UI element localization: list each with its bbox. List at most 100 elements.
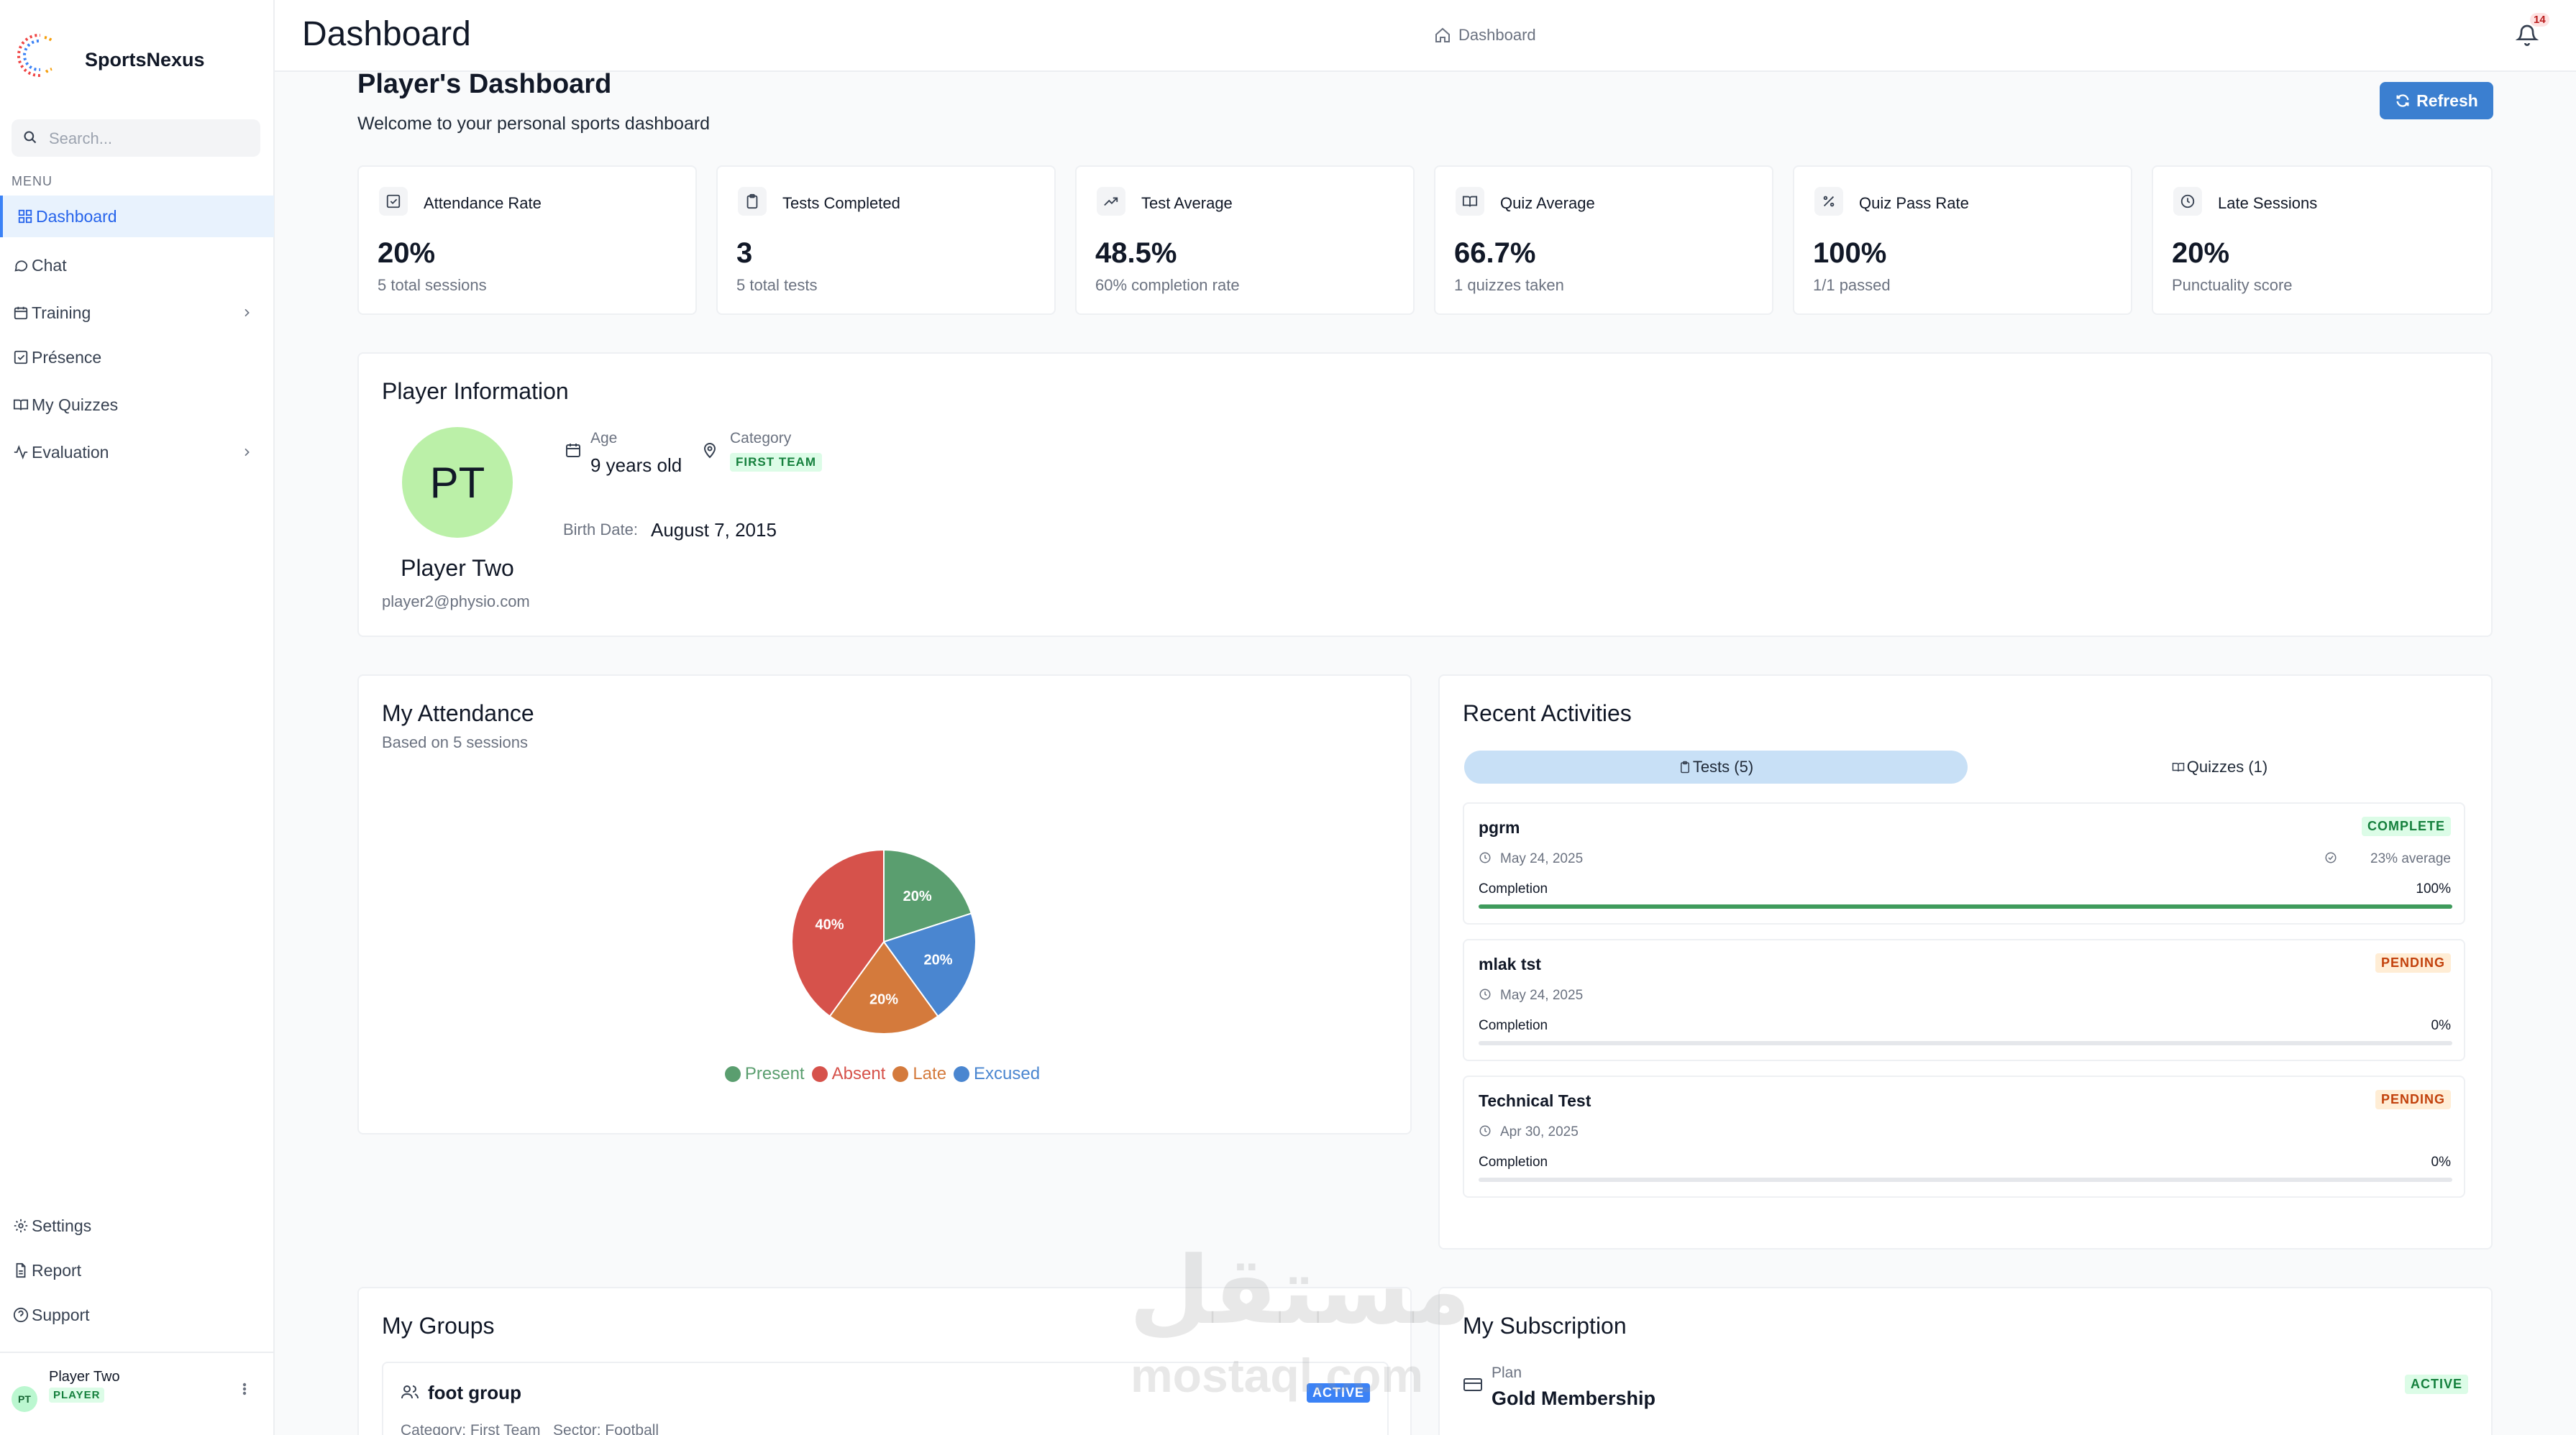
file-icon [13, 1262, 32, 1278]
stat-title: Test Average [1141, 194, 1233, 212]
nav-report[interactable]: Report [0, 1250, 274, 1291]
calendar-icon [13, 305, 32, 321]
plan-label: Plan [1492, 1365, 1522, 1381]
activity-date: May 24, 2025 [1500, 988, 1584, 1003]
user-role-badge: PLAYER [49, 1388, 105, 1403]
birth-date-value: August 7, 2015 [651, 519, 777, 541]
pie-slice-absent[interactable] [791, 848, 885, 1017]
stat-card-test-average: Test Average 48.5% 60% completion rate [1075, 165, 1415, 315]
watermark-latin: mostaql.com [1131, 1349, 1424, 1402]
activity-name: pgrm [1479, 818, 1520, 837]
legend-label: Late [913, 1064, 947, 1083]
nav-presence[interactable]: Présence [0, 336, 274, 378]
stat-title: Tests Completed [782, 194, 900, 212]
stat-subtext: 60% completion rate [1095, 276, 1240, 294]
age-label: Age [590, 430, 618, 446]
pie-slice-label: 40% [816, 917, 844, 932]
refresh-button[interactable]: Refresh [2380, 82, 2493, 119]
nav-support[interactable]: Support [0, 1294, 274, 1336]
group-item[interactable]: foot group ACTIVE Category: First Team S… [382, 1362, 1389, 1435]
attendance-card: My Attendance Based on 5 sessions 20% 20%… [357, 674, 1412, 1134]
nav-label: Présence [32, 347, 102, 367]
user-profile[interactable]: PT Player Two PLAYER [0, 1352, 274, 1435]
grid-icon [17, 208, 36, 224]
search-box[interactable]: Search... [12, 119, 260, 157]
legend-item-excused[interactable]: Excused [954, 1064, 1040, 1084]
tab-tests[interactable]: Tests (5) [1464, 751, 1968, 784]
my-subscription-card: My Subscription Plan Gold Membership ACT… [1438, 1287, 2493, 1435]
completion-progress-bar [1479, 1178, 2452, 1182]
nav-label: Settings [32, 1216, 92, 1235]
chat-icon [13, 257, 32, 273]
group-name: foot group [428, 1382, 521, 1403]
stat-card-quiz-pass-rate: Quiz Pass Rate 100% 1/1 passed [1793, 165, 2132, 315]
completion-label: Completion [1479, 881, 1548, 897]
legend-swatch [954, 1066, 970, 1082]
legend-item-present[interactable]: Present [724, 1064, 805, 1084]
status-badge: COMPLETE [2361, 817, 2451, 836]
nav-label: Evaluation [32, 442, 109, 462]
activity-item[interactable]: pgrm COMPLETE May 24, 2025 23% average C… [1463, 802, 2465, 925]
nav-label: Training [32, 303, 91, 322]
activity-item[interactable]: mlak tst PENDING May 24, 2025 Completion… [1463, 939, 2465, 1061]
chart-legend: Present Absent Late Excused [359, 1064, 1413, 1086]
tab-quizzes[interactable]: Quizzes (1) [1968, 751, 2471, 784]
user-name: Player Two [49, 1369, 120, 1385]
watermark-arabic: مستقل [1129, 1236, 1471, 1345]
section-title: My Groups [382, 1313, 495, 1339]
clock-icon [1479, 988, 1492, 1001]
stat-value: 20% [378, 237, 436, 269]
breadcrumb-item[interactable]: Dashboard [1458, 26, 1536, 44]
credit-card-icon [1463, 1376, 1483, 1393]
nav-training[interactable]: Training [0, 292, 274, 334]
book-icon [2171, 761, 2186, 774]
bell-icon[interactable] [2516, 22, 2539, 47]
clipboard-icon [1678, 761, 1691, 774]
category-label: Category [730, 430, 792, 446]
birth-date-label: Birth Date: [563, 521, 638, 538]
chevron-right-icon [241, 446, 255, 459]
pie-slice-excused[interactable] [882, 912, 977, 1017]
completion-progress-bar [1479, 904, 2452, 909]
activity-item[interactable]: Technical Test PENDING Apr 30, 2025 Comp… [1463, 1076, 2465, 1198]
check-square-icon [379, 187, 408, 216]
activity-average: 23% average [2370, 851, 2451, 866]
stat-card-tests-completed: Tests Completed 3 5 total tests [716, 165, 1056, 315]
check-circle-icon [2324, 851, 2337, 864]
completion-label: Completion [1479, 1155, 1548, 1170]
pie-slice-late[interactable] [828, 940, 939, 1035]
stat-title: Late Sessions [2218, 194, 2318, 212]
clock-icon [1479, 851, 1492, 864]
pie-slice-label: 20% [903, 889, 932, 904]
stat-subtext: 5 total sessions [378, 276, 487, 294]
stat-value: 20% [2172, 237, 2230, 269]
nav-dashboard[interactable]: Dashboard [0, 196, 274, 237]
legend-swatch [892, 1066, 909, 1082]
legend-item-late[interactable]: Late [892, 1064, 946, 1084]
nav-my-quizzes[interactable]: My Quizzes [0, 384, 274, 426]
plan-value: Gold Membership [1492, 1388, 1656, 1409]
status-badge: ACTIVE [1306, 1383, 1370, 1403]
stat-subtext: Punctuality score [2172, 276, 2293, 294]
map-pin-icon [701, 441, 718, 459]
status-badge: ACTIVE [2404, 1375, 2468, 1394]
completion-progress-bar [1479, 1041, 2452, 1045]
completion-value: 100% [2416, 881, 2451, 897]
nav-evaluation[interactable]: Evaluation [0, 431, 274, 473]
legend-swatch [724, 1066, 741, 1082]
more-vertical-icon[interactable] [239, 1379, 250, 1399]
nav-chat[interactable]: Chat [0, 244, 274, 286]
top-header: Dashboard Dashboard 14 [275, 0, 2576, 72]
stat-subtext: 5 total tests [736, 276, 818, 294]
completion-value: 0% [2431, 1155, 2451, 1170]
stat-value: 100% [1813, 237, 1887, 269]
legend-item-absent[interactable]: Absent [811, 1064, 885, 1084]
clipboard-icon [738, 187, 767, 216]
status-badge: PENDING [2375, 1090, 2451, 1109]
pie-slice-present[interactable] [883, 848, 972, 943]
users-icon [401, 1383, 419, 1400]
search-input[interactable]: Search... [49, 129, 113, 147]
group-meta: Category: First Team Sector: Football [401, 1422, 659, 1435]
nav-settings[interactable]: Settings [0, 1205, 274, 1247]
tab-label: Tests (5) [1692, 758, 1754, 776]
